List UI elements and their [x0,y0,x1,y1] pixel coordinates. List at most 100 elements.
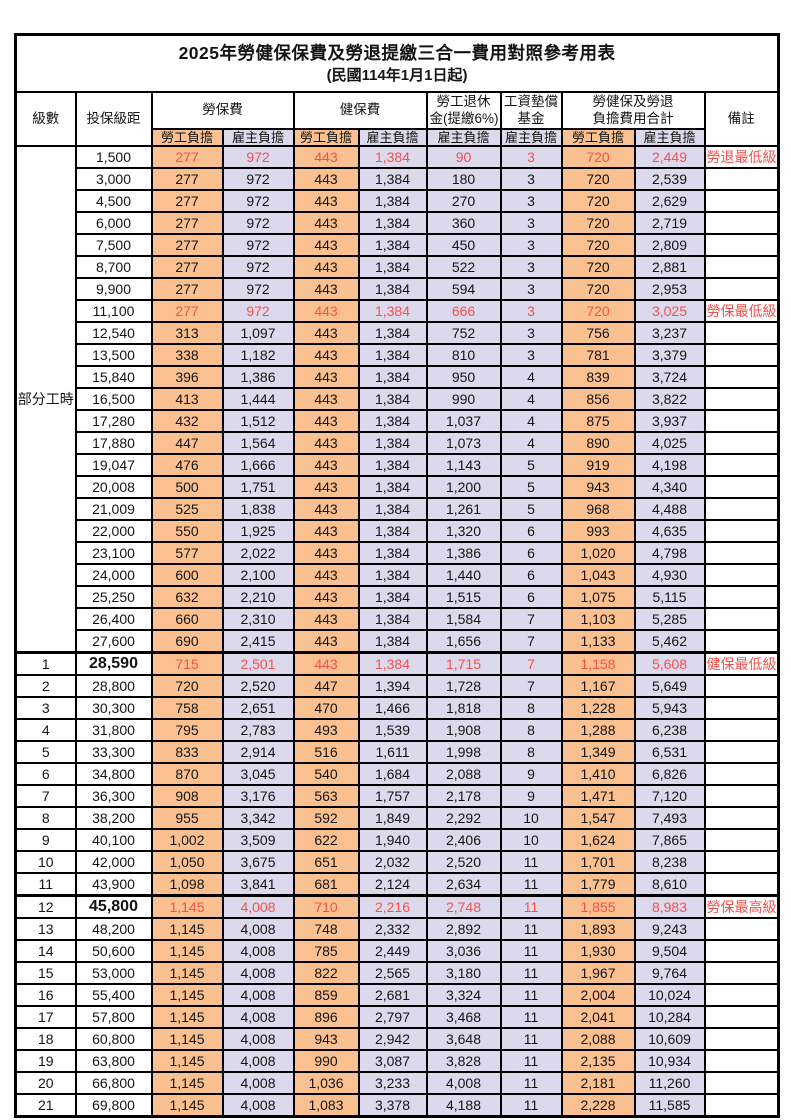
cell-remark [703,1049,780,1073]
cell-remark [703,850,780,874]
cell-health-employer: 2,449 [357,939,428,963]
cell-bracket: 31,800 [74,718,153,742]
cell-total-employer: 2,809 [633,233,706,257]
cell-wage-fund-employer: 7 [499,629,563,654]
table-row: 8 38,200 955 3,342 592 1,849 2,292 10 1,547 7,493 [14,806,780,830]
cell-bracket: 16,500 [74,387,153,411]
cell-pension-employer: 1,818 [425,696,502,720]
cell-labor-employer: 972 [221,277,295,301]
cell-health-employer: 2,565 [357,961,428,985]
cell-bracket: 21,009 [74,497,153,521]
cell-bracket: 1,500 [74,145,153,169]
cell-labor-employer: 3,342 [221,806,295,830]
cell-health-employer: 1,384 [357,651,428,676]
cell-level: 16 [14,983,77,1007]
cell-health-employee: 943 [292,1027,360,1051]
cell-pension-employer: 2,748 [425,894,502,919]
cell-remark [703,983,780,1007]
cell-labor-employer: 4,008 [221,1005,295,1029]
cell-level: 19 [14,1049,77,1073]
cell-total-employer: 3,379 [633,343,706,367]
cell-labor-employee: 476 [150,453,224,477]
cell-total-employer: 10,024 [633,983,706,1007]
cell-total-employer: 3,937 [633,409,706,433]
cell-health-employee: 443 [292,167,360,191]
cell-total-employee: 968 [560,497,636,521]
cell-bracket: 33,300 [74,740,153,764]
table-row: 13 48,200 1,145 4,008 748 2,332 2,892 11 1,893 9,… [14,917,780,941]
cell-health-employee: 859 [292,983,360,1007]
cell-bracket: 7,500 [74,233,153,257]
subheader-labor-employee: 勞工負擔 [150,128,224,147]
cell-bracket: 27,600 [74,629,153,654]
table-row: 27,600 690 2,415 443 1,384 1,656 7 1,133 5,462 [16,629,780,654]
table-row: 17 57,800 1,145 4,008 896 2,797 3,468 11 2,041 10… [14,1005,780,1029]
cell-labor-employer: 972 [221,189,295,213]
cell-labor-employee: 632 [150,585,224,609]
cell-total-employee: 1,471 [560,784,636,808]
cell-wage-fund-employer: 3 [499,255,563,279]
table-row: 3 30,300 758 2,651 470 1,466 1,818 8 1,228 5,943 [14,696,780,720]
cell-health-employer: 1,384 [357,453,428,477]
cell-pension-employer: 2,406 [425,828,502,852]
cell-labor-employer: 2,520 [221,674,295,698]
cell-wage-fund-employer: 4 [499,387,563,411]
cell-health-employer: 1,384 [357,343,428,367]
cell-level: 14 [14,939,77,963]
cell-labor-employee: 833 [150,740,224,764]
cell-health-employer: 1,384 [357,365,428,389]
cell-health-employee: 493 [292,718,360,742]
cell-health-employer: 1,384 [357,299,428,323]
cell-bracket: 50,600 [74,939,153,963]
cell-total-employer: 11,585 [633,1093,706,1118]
cell-level: 18 [14,1027,77,1051]
cell-total-employer: 9,504 [633,939,706,963]
cell-total-employer: 10,609 [633,1027,706,1051]
cell-labor-employer: 972 [221,299,295,323]
cell-bracket: 69,800 [74,1093,153,1118]
cell-bracket: 28,590 [74,651,153,676]
cell-pension-employer: 450 [425,233,502,257]
cell-labor-employer: 972 [221,211,295,235]
cell-labor-employee: 413 [150,387,224,411]
cell-remark [703,475,780,499]
cell-total-employer: 5,943 [633,696,706,720]
cell-labor-employer: 4,008 [221,917,295,941]
cell-pension-employer: 666 [425,299,502,323]
cell-bracket: 15,840 [74,365,153,389]
cell-wage-fund-employer: 3 [499,145,563,169]
cell-health-employee: 443 [292,431,360,455]
table-row: 6,000 277 972 443 1,384 360 3 720 2,719 [16,211,780,235]
cell-total-employee: 1,133 [560,629,636,654]
table-row: 9 40,100 1,002 3,509 622 1,940 2,406 10 1,624 7,8… [14,828,780,852]
table-row: 21,009 525 1,838 443 1,384 1,261 5 968 4,488 [16,497,780,521]
table-row: 16,500 413 1,444 443 1,384 990 4 856 3,822 [16,387,780,411]
cell-total-employee: 1,410 [560,762,636,786]
cell-level: 9 [14,828,77,852]
table-body: 部分工時1,5002779724431,3849037202,449勞退最低級距… [14,145,780,1118]
col-header-pension: 勞工退休 金(提繳6%) [425,91,502,130]
cell-labor-employer: 972 [221,167,295,191]
cell-labor-employer: 3,509 [221,828,295,852]
table-row: 25,250 632 2,210 443 1,384 1,515 6 1,075 5,115 [16,585,780,609]
cell-remark: 勞退最低級距 [703,145,780,169]
cell-total-employer: 4,340 [633,475,706,499]
cell-pension-employer: 1,656 [425,629,502,654]
cell-labor-employee: 1,145 [150,1093,224,1118]
cell-bracket: 60,800 [74,1027,153,1051]
cell-level: 13 [14,917,77,941]
cell-level: 5 [14,740,77,764]
cell-labor-employee: 432 [150,409,224,433]
cell-wage-fund-employer: 3 [499,233,563,257]
cell-pension-employer: 1,908 [425,718,502,742]
subheader-health-employer: 雇主負擔 [357,128,428,147]
cell-labor-employee: 908 [150,784,224,808]
cell-health-employee: 443 [292,629,360,654]
subheader-pension-employer: 雇主負擔 [425,128,502,147]
cell-wage-fund-employer: 6 [499,541,563,565]
cell-total-employee: 720 [560,299,636,323]
cell-pension-employer: 4,188 [425,1093,502,1118]
cell-health-employee: 516 [292,740,360,764]
cell-pension-employer: 990 [425,387,502,411]
